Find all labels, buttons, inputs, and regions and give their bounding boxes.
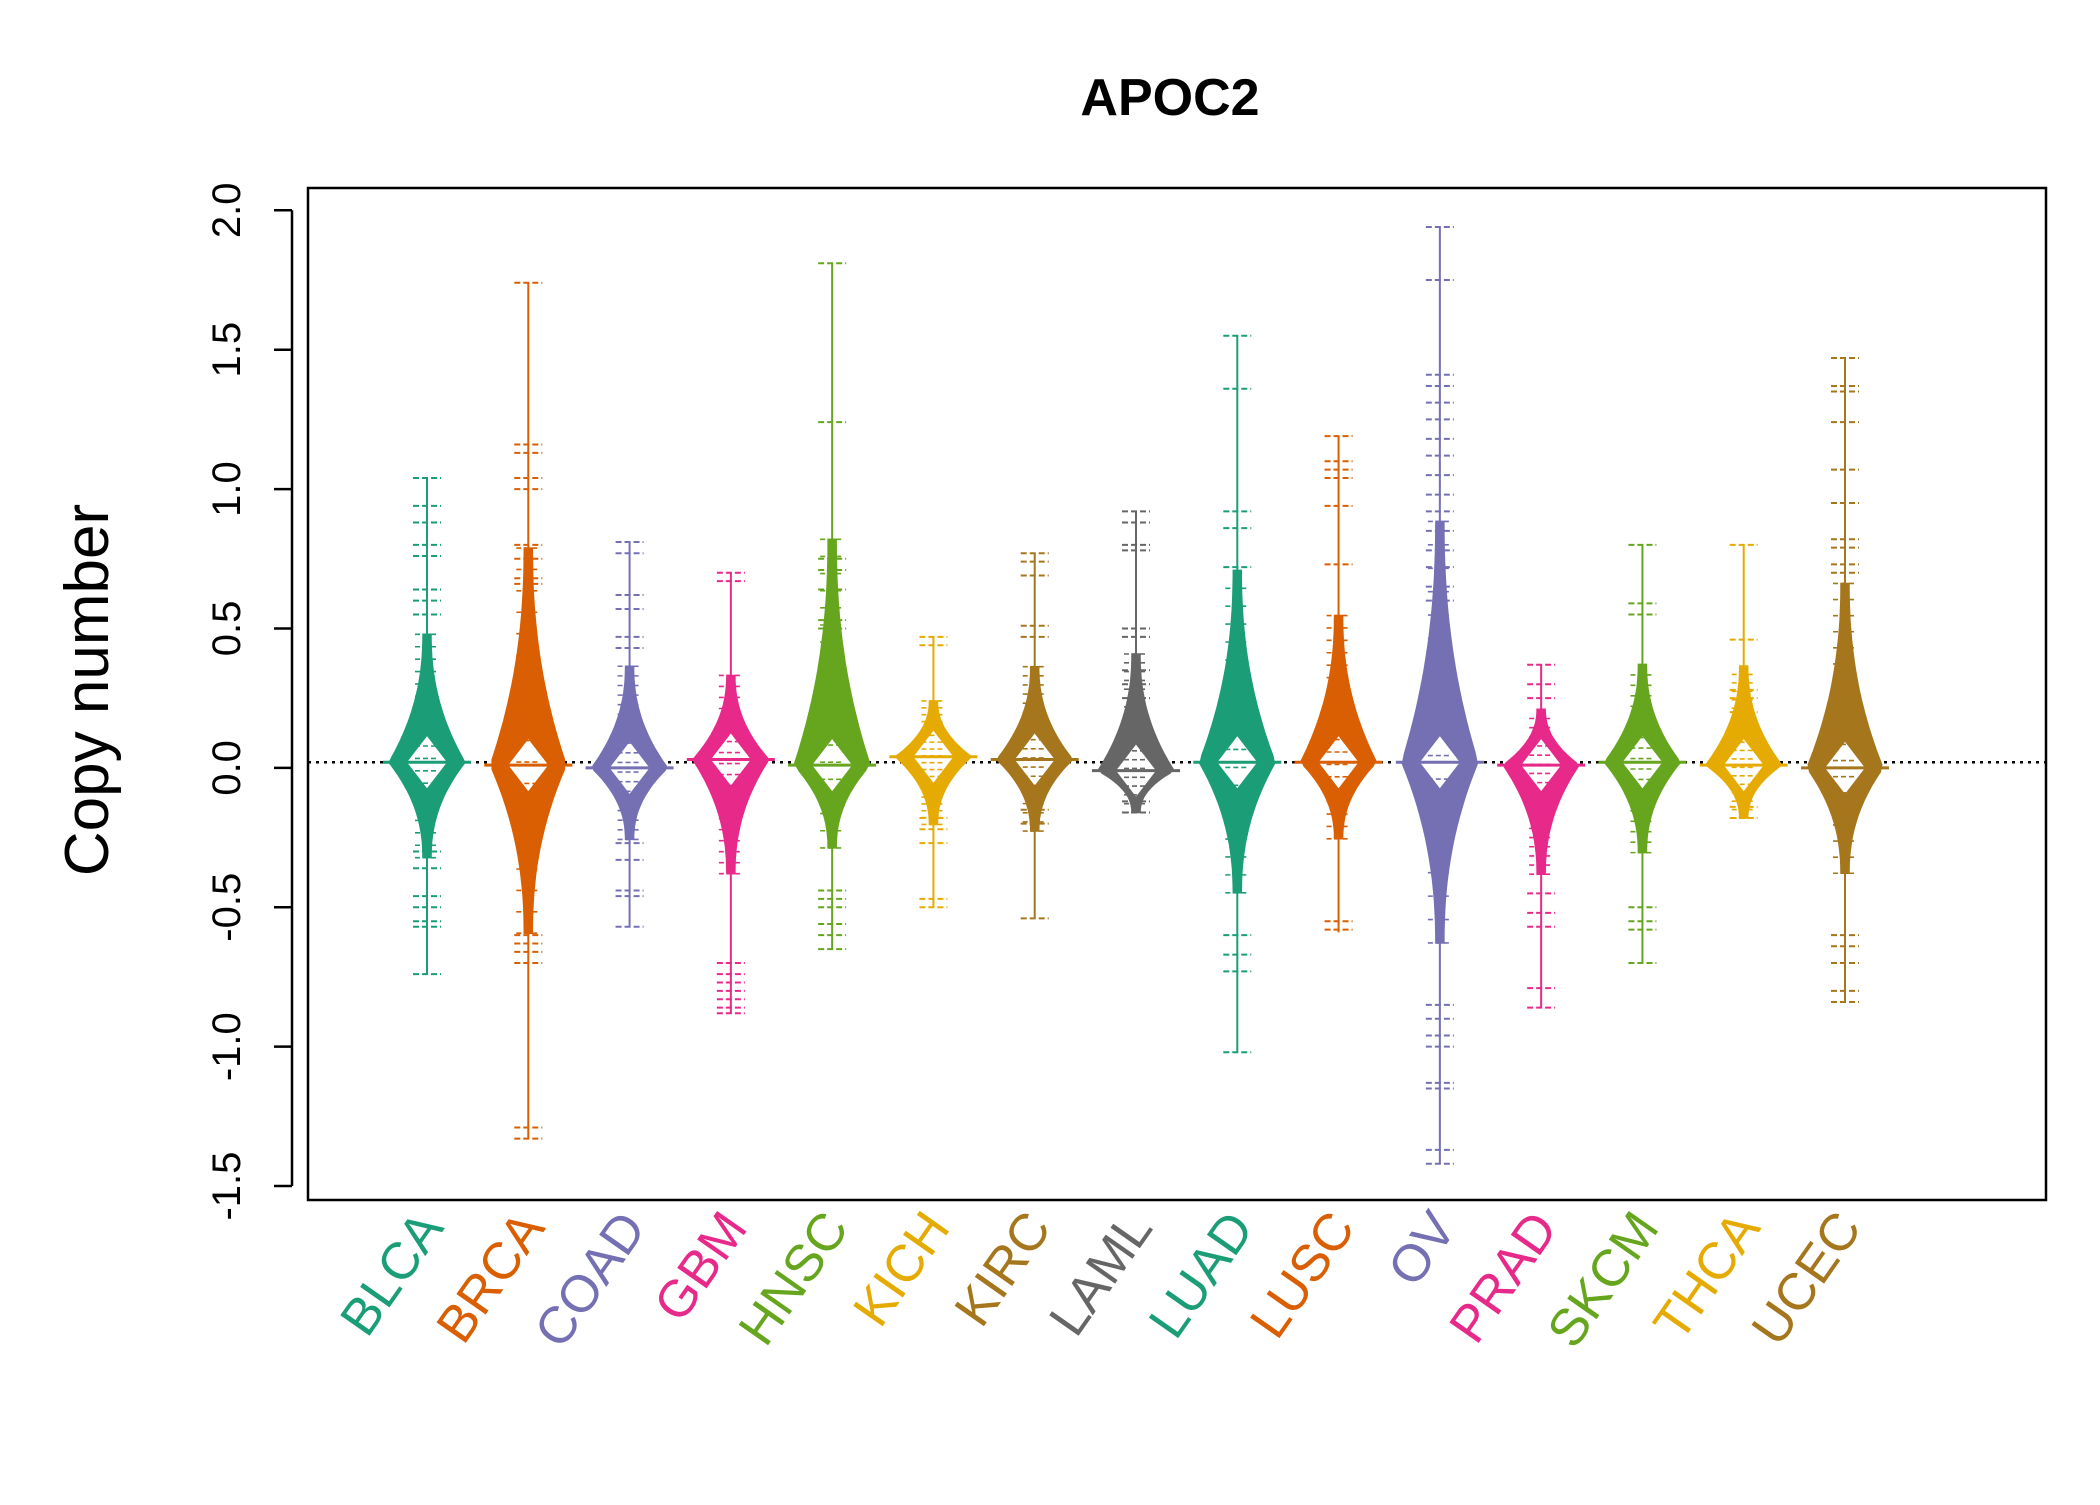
- bean-kich: [889, 635, 978, 909]
- y-axis-label: Copy number: [53, 504, 122, 876]
- x-tick-label-lusc: LUSC: [1239, 1202, 1366, 1349]
- y-tick-label: -1.5: [205, 1152, 249, 1221]
- bean-lusc: [1294, 435, 1383, 933]
- x-tick-label-ov: OV: [1377, 1201, 1468, 1296]
- bean-hnsc: [788, 262, 877, 951]
- x-tick-label-hnsc: HNSC: [728, 1202, 860, 1356]
- beans-layer: [383, 226, 1889, 1165]
- x-tick-label-coad: COAD: [524, 1202, 658, 1358]
- bean-laml: [1092, 510, 1180, 814]
- y-tick-label: 0.5: [205, 601, 249, 657]
- bean-ov: [1395, 226, 1484, 1165]
- bean-kirc: [990, 552, 1079, 920]
- bean-gbm: [686, 571, 775, 1015]
- chart-title: APOC2: [1080, 69, 1259, 127]
- y-tick-label: -1.0: [205, 1012, 249, 1081]
- bean-coad: [585, 541, 674, 928]
- bean-luad: [1193, 334, 1282, 1054]
- x-tick-label-skcm: SKCM: [1537, 1202, 1671, 1358]
- bean-thca: [1699, 543, 1788, 820]
- y-tick-label: 2.0: [205, 182, 249, 238]
- bean-ucec: [1801, 357, 1889, 1004]
- y-tick-label: 0.0: [205, 740, 249, 796]
- y-tick-label: -0.5: [205, 873, 249, 942]
- y-tick-label: 1.0: [205, 461, 249, 517]
- x-tick-label-laml: LAML: [1038, 1202, 1163, 1347]
- bean-blca: [383, 476, 471, 976]
- x-tick-label-kich: KICH: [842, 1202, 961, 1337]
- plot-frame: [306, 186, 2048, 1202]
- bean-prad: [1497, 663, 1586, 1009]
- x-tick-label-ucec: UCEC: [1741, 1202, 1873, 1356]
- y-tick-label: 1.5: [205, 322, 249, 378]
- x-tick-label-luad: LUAD: [1138, 1202, 1265, 1349]
- bean-brca: [484, 281, 573, 1140]
- bean-skcm: [1598, 543, 1687, 965]
- y-axis: -1.5 -1.0 -0.5 0.0 0.5 1.0 1.5 2.0: [205, 182, 294, 1221]
